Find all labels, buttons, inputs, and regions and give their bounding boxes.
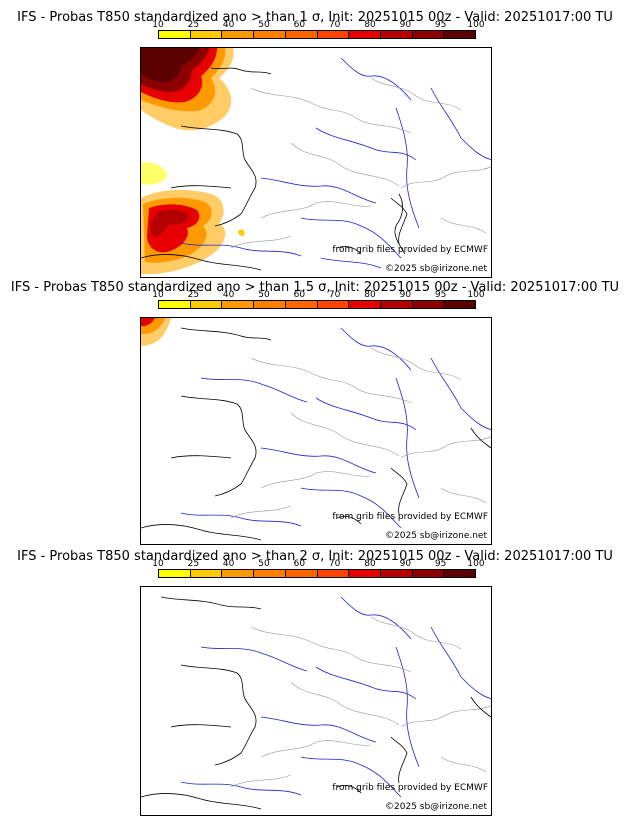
colorbar-tick-label: 95 <box>434 290 447 300</box>
colorbar-tick-label: 90 <box>399 559 412 569</box>
colorbar-ticks: 10 25 40 50 60 70 80 90 95 100 <box>152 290 484 300</box>
admin-borders <box>230 347 491 519</box>
rivers <box>180 596 491 798</box>
map-canvas <box>141 318 491 541</box>
colorbar-swatch <box>349 31 381 38</box>
colorbar-tick-label: 10 <box>152 290 164 300</box>
credit-ecmwf: from grib files provided by ECMWF <box>332 783 488 793</box>
panel-title: IFS - Probas T850 standardized ano > tha… <box>17 549 613 564</box>
probability-map: from grib files provided by ECMWF ©2025 … <box>140 586 492 816</box>
colorbar-tick-label: 60 <box>293 20 306 30</box>
colorbar-tick-label: 90 <box>399 20 412 30</box>
rivers <box>180 327 491 529</box>
coastline <box>141 596 491 810</box>
rivers <box>180 57 491 269</box>
coastline <box>141 327 491 541</box>
colorbar-tick-label: 80 <box>364 290 376 300</box>
colorbar-swatch <box>380 301 413 308</box>
colorbar-tick-label: 50 <box>258 290 270 300</box>
colorbar-swatch <box>222 570 255 577</box>
colorbar-swatch <box>349 570 381 577</box>
colorbar-tick-label: 70 <box>328 559 341 569</box>
panel-2sigma: IFS - Probas T850 standardized ano > tha… <box>0 539 630 828</box>
colorbar-tick-label: 50 <box>258 559 270 569</box>
colorbar-tick-label: 40 <box>222 290 235 300</box>
coastline <box>141 67 408 271</box>
colorbar-swatch <box>380 570 413 577</box>
colorbar-tick-label: 40 <box>222 20 235 30</box>
credit-copyright: ©2025 sb@irizone.net <box>385 802 487 812</box>
admin-borders <box>230 616 491 788</box>
probability-map: from grib files provided by ECMWF ©2025 … <box>140 317 492 545</box>
colorbar: 10 25 40 50 60 70 80 90 95 100 <box>152 559 485 580</box>
colorbar-swatch <box>222 301 255 308</box>
panel-1sigma: IFS - Probas T850 standardized ano > tha… <box>0 0 630 278</box>
colorbar-tick-label: 100 <box>467 559 485 569</box>
colorbar-swatch <box>254 301 286 308</box>
colorbar-tick-label: 10 <box>152 20 164 30</box>
colorbar-swatch <box>380 31 413 38</box>
colorbar-tick-label: 10 <box>152 559 164 569</box>
colorbar-ticks: 10 25 40 50 60 70 80 90 95 100 <box>152 20 484 30</box>
colorbar-strip <box>158 30 476 39</box>
probability-map: from grib files provided by ECMWF ©2025 … <box>140 47 492 278</box>
colorbar-swatch <box>412 301 445 308</box>
colorbar-tick-label: 80 <box>364 20 376 30</box>
colorbar-strip <box>158 300 476 309</box>
colorbar-strip <box>158 569 476 578</box>
colorbar-ticks: 10 25 40 50 60 70 80 90 95 100 <box>152 559 484 569</box>
colorbar-swatch <box>285 301 318 308</box>
admin-borders <box>230 77 491 249</box>
map-canvas <box>141 596 491 810</box>
probability-shading <box>141 318 171 346</box>
colorbar-swatch <box>190 301 223 308</box>
colorbar-swatch <box>317 570 350 577</box>
colorbar-tick-label: 70 <box>328 290 341 300</box>
colorbar-swatch <box>222 31 255 38</box>
panel-title: IFS - Probas T850 standardized ano > tha… <box>10 280 620 295</box>
colorbar-swatch <box>317 31 350 38</box>
colorbar-tick-label: 25 <box>187 559 200 569</box>
colorbar-swatch <box>317 301 350 308</box>
colorbar-tick-label: 60 <box>293 559 306 569</box>
colorbar-swatch <box>190 570 223 577</box>
colorbar-tick-label: 95 <box>434 559 447 569</box>
colorbar-tick-label: 100 <box>467 290 485 300</box>
colorbar-swatch <box>412 570 445 577</box>
colorbar-tick-label: 25 <box>187 290 200 300</box>
colorbar-swatch <box>254 31 286 38</box>
colorbar-swatch <box>444 301 476 308</box>
colorbar-tick-label: 60 <box>293 290 306 300</box>
colorbar-swatch <box>444 570 476 577</box>
map-canvas <box>141 48 491 274</box>
credit-ecmwf: from grib files provided by ECMWF <box>332 512 488 522</box>
credit-copyright: ©2025 sb@irizone.net <box>385 264 487 274</box>
colorbar: 10 25 40 50 60 70 80 90 95 100 <box>152 20 485 41</box>
colorbar-swatch <box>254 570 286 577</box>
colorbar-tick-label: 100 <box>467 20 485 30</box>
colorbar-swatch <box>190 31 223 38</box>
colorbar-swatch <box>159 301 191 308</box>
colorbar-tick-label: 50 <box>258 20 270 30</box>
colorbar-swatch <box>159 570 191 577</box>
colorbar-swatch <box>444 31 476 38</box>
colorbar-tick-label: 95 <box>434 20 447 30</box>
panel-title: IFS - Probas T850 standardized ano > tha… <box>17 10 613 25</box>
colorbar: 10 25 40 50 60 70 80 90 95 100 <box>152 290 485 311</box>
colorbar-swatch <box>159 31 191 38</box>
colorbar-swatch <box>285 31 318 38</box>
panel-1-5sigma: IFS - Probas T850 standardized ano > tha… <box>0 270 630 548</box>
colorbar-tick-label: 80 <box>364 559 376 569</box>
colorbar-tick-label: 90 <box>399 290 412 300</box>
colorbar-tick-label: 70 <box>328 20 341 30</box>
colorbar-swatch <box>285 570 318 577</box>
colorbar-swatch <box>412 31 445 38</box>
credit-ecmwf: from grib files provided by ECMWF <box>332 245 488 255</box>
colorbar-tick-label: 40 <box>222 559 235 569</box>
credit-copyright: ©2025 sb@irizone.net <box>385 531 487 541</box>
colorbar-tick-label: 25 <box>187 20 200 30</box>
probability-shading <box>141 48 245 274</box>
colorbar-swatch <box>349 301 381 308</box>
